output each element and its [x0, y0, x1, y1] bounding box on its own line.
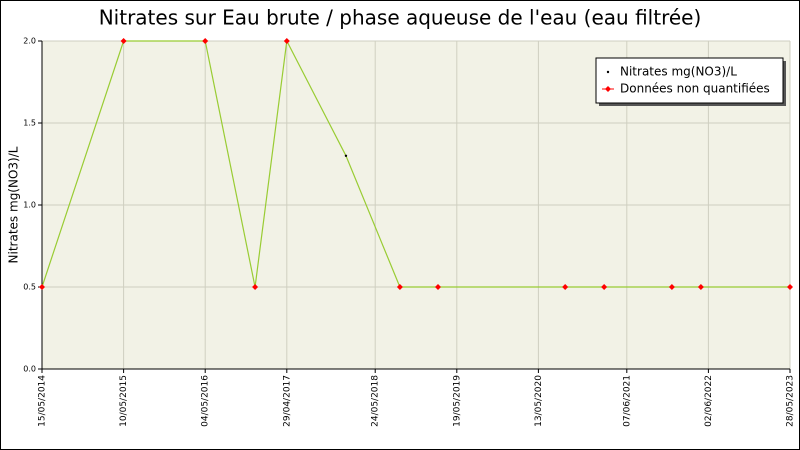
- y-tick-label: 0.5: [23, 283, 36, 292]
- unquantified-marker: [39, 284, 45, 290]
- unquantified-marker: [697, 284, 704, 290]
- legend-marker: [606, 70, 610, 74]
- legend-label: Données non quantifiées: [620, 82, 770, 96]
- x-tick-label: 29/04/2017: [282, 375, 292, 427]
- unquantified-marker: [202, 38, 209, 44]
- unquantified-marker: [120, 38, 127, 44]
- x-tick-label: 24/05/2018: [371, 375, 381, 427]
- legend-marker: [605, 86, 611, 92]
- x-tick-label: 13/05/2020: [534, 375, 544, 427]
- x-tick-label: 15/05/2014: [38, 375, 48, 427]
- unquantified-marker: [601, 284, 608, 290]
- legend-box: [595, 57, 784, 104]
- x-tick-label: 19/05/2019: [452, 375, 462, 427]
- unquantified-marker: [283, 38, 290, 44]
- unquantified-marker: [434, 284, 441, 290]
- x-tick-label: 28/05/2023: [786, 375, 796, 427]
- chart-title: Nitrates sur Eau brute / phase aqueuse d…: [99, 6, 702, 30]
- x-tick-label: 10/05/2015: [119, 375, 129, 427]
- unquantified-marker: [252, 284, 259, 290]
- unquantified-marker: [562, 284, 569, 290]
- unquantified-marker: [396, 284, 403, 290]
- x-tick-label: 04/05/2016: [201, 375, 211, 427]
- y-tick-label: 1.0: [23, 201, 36, 210]
- y-tick-label: 0.0: [23, 365, 36, 374]
- x-tick-label: 02/06/2022: [704, 375, 714, 427]
- y-tick-label: 2.0: [23, 37, 36, 46]
- y-tick-label: 1.5: [23, 119, 36, 128]
- unquantified-marker: [787, 284, 793, 290]
- y-axis-label: Nitrates mg(NO3)/L: [7, 146, 21, 263]
- x-tick-label: 07/06/2021: [622, 375, 632, 427]
- unquantified-marker: [668, 284, 675, 290]
- legend-label: Nitrates mg(NO3)/L: [620, 65, 737, 79]
- point: [344, 154, 348, 157]
